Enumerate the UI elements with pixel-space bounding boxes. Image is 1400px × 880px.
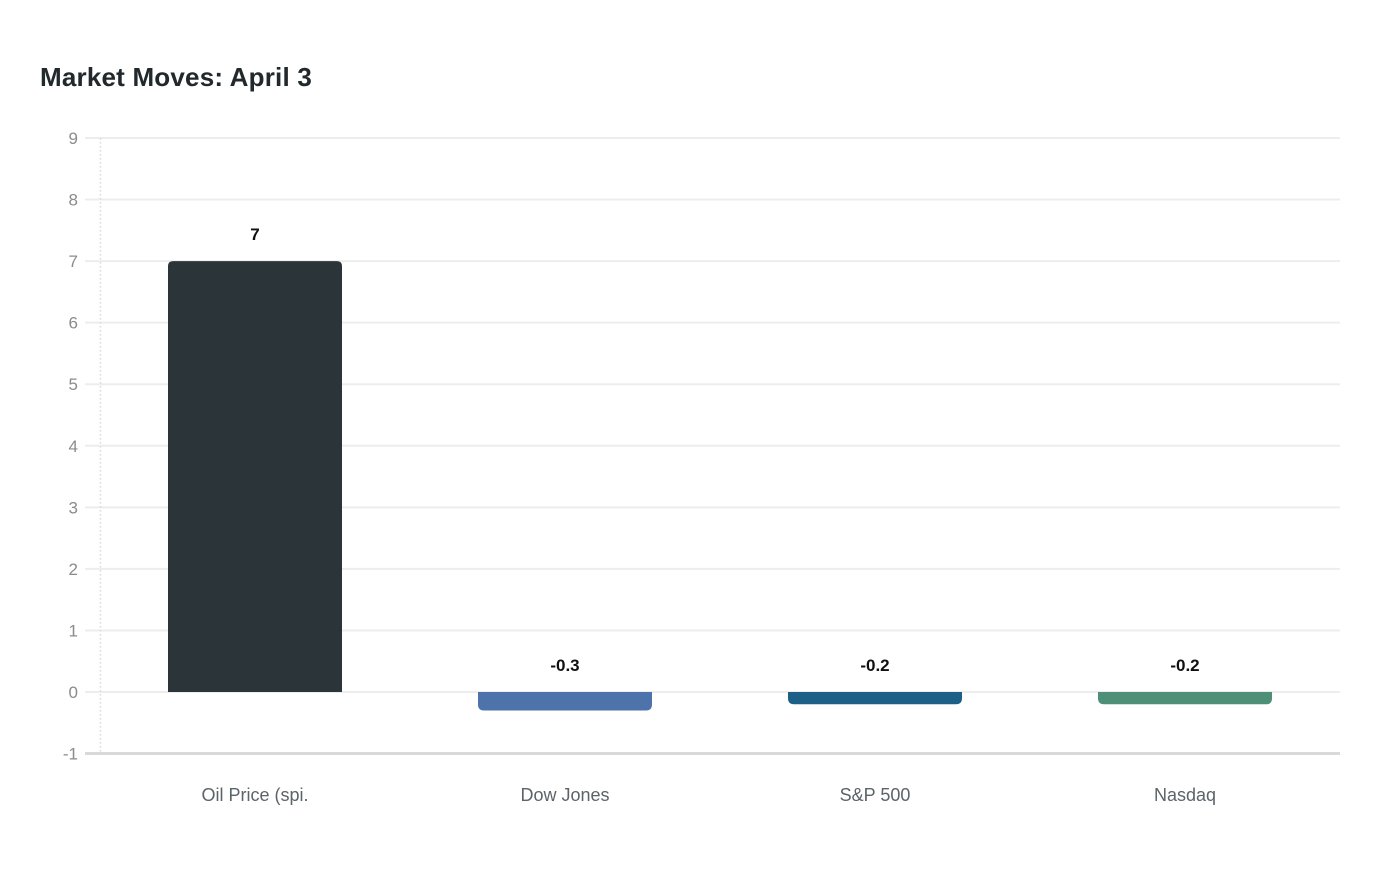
y-tick-label: 4 <box>69 437 78 456</box>
y-tick-label: 5 <box>69 375 78 394</box>
bar-value-label: -0.2 <box>860 656 889 675</box>
y-tick-label: -1 <box>63 745 78 764</box>
y-tick-label: 0 <box>69 683 78 702</box>
y-tick-label: 9 <box>69 129 78 148</box>
bar <box>168 261 342 692</box>
bar-value-label: 7 <box>250 225 259 244</box>
x-category-label: S&P 500 <box>840 785 911 805</box>
y-tick-label: 3 <box>69 498 78 517</box>
x-category-label: Dow Jones <box>520 785 609 805</box>
bar <box>788 692 962 705</box>
bar <box>478 692 652 711</box>
y-tick-label: 7 <box>69 252 78 271</box>
y-tick-label: 6 <box>69 314 78 333</box>
y-tick-label: 1 <box>69 621 78 640</box>
x-category-label: Nasdaq <box>1154 785 1216 805</box>
bar-value-label: -0.2 <box>1170 656 1199 675</box>
bar-value-label: -0.3 <box>550 656 579 675</box>
bar <box>1098 692 1272 705</box>
x-category-label: Oil Price (spi. <box>201 785 308 805</box>
y-tick-label: 8 <box>69 191 78 210</box>
y-tick-label: 2 <box>69 560 78 579</box>
chart-title: Market Moves: April 3 <box>40 62 312 92</box>
